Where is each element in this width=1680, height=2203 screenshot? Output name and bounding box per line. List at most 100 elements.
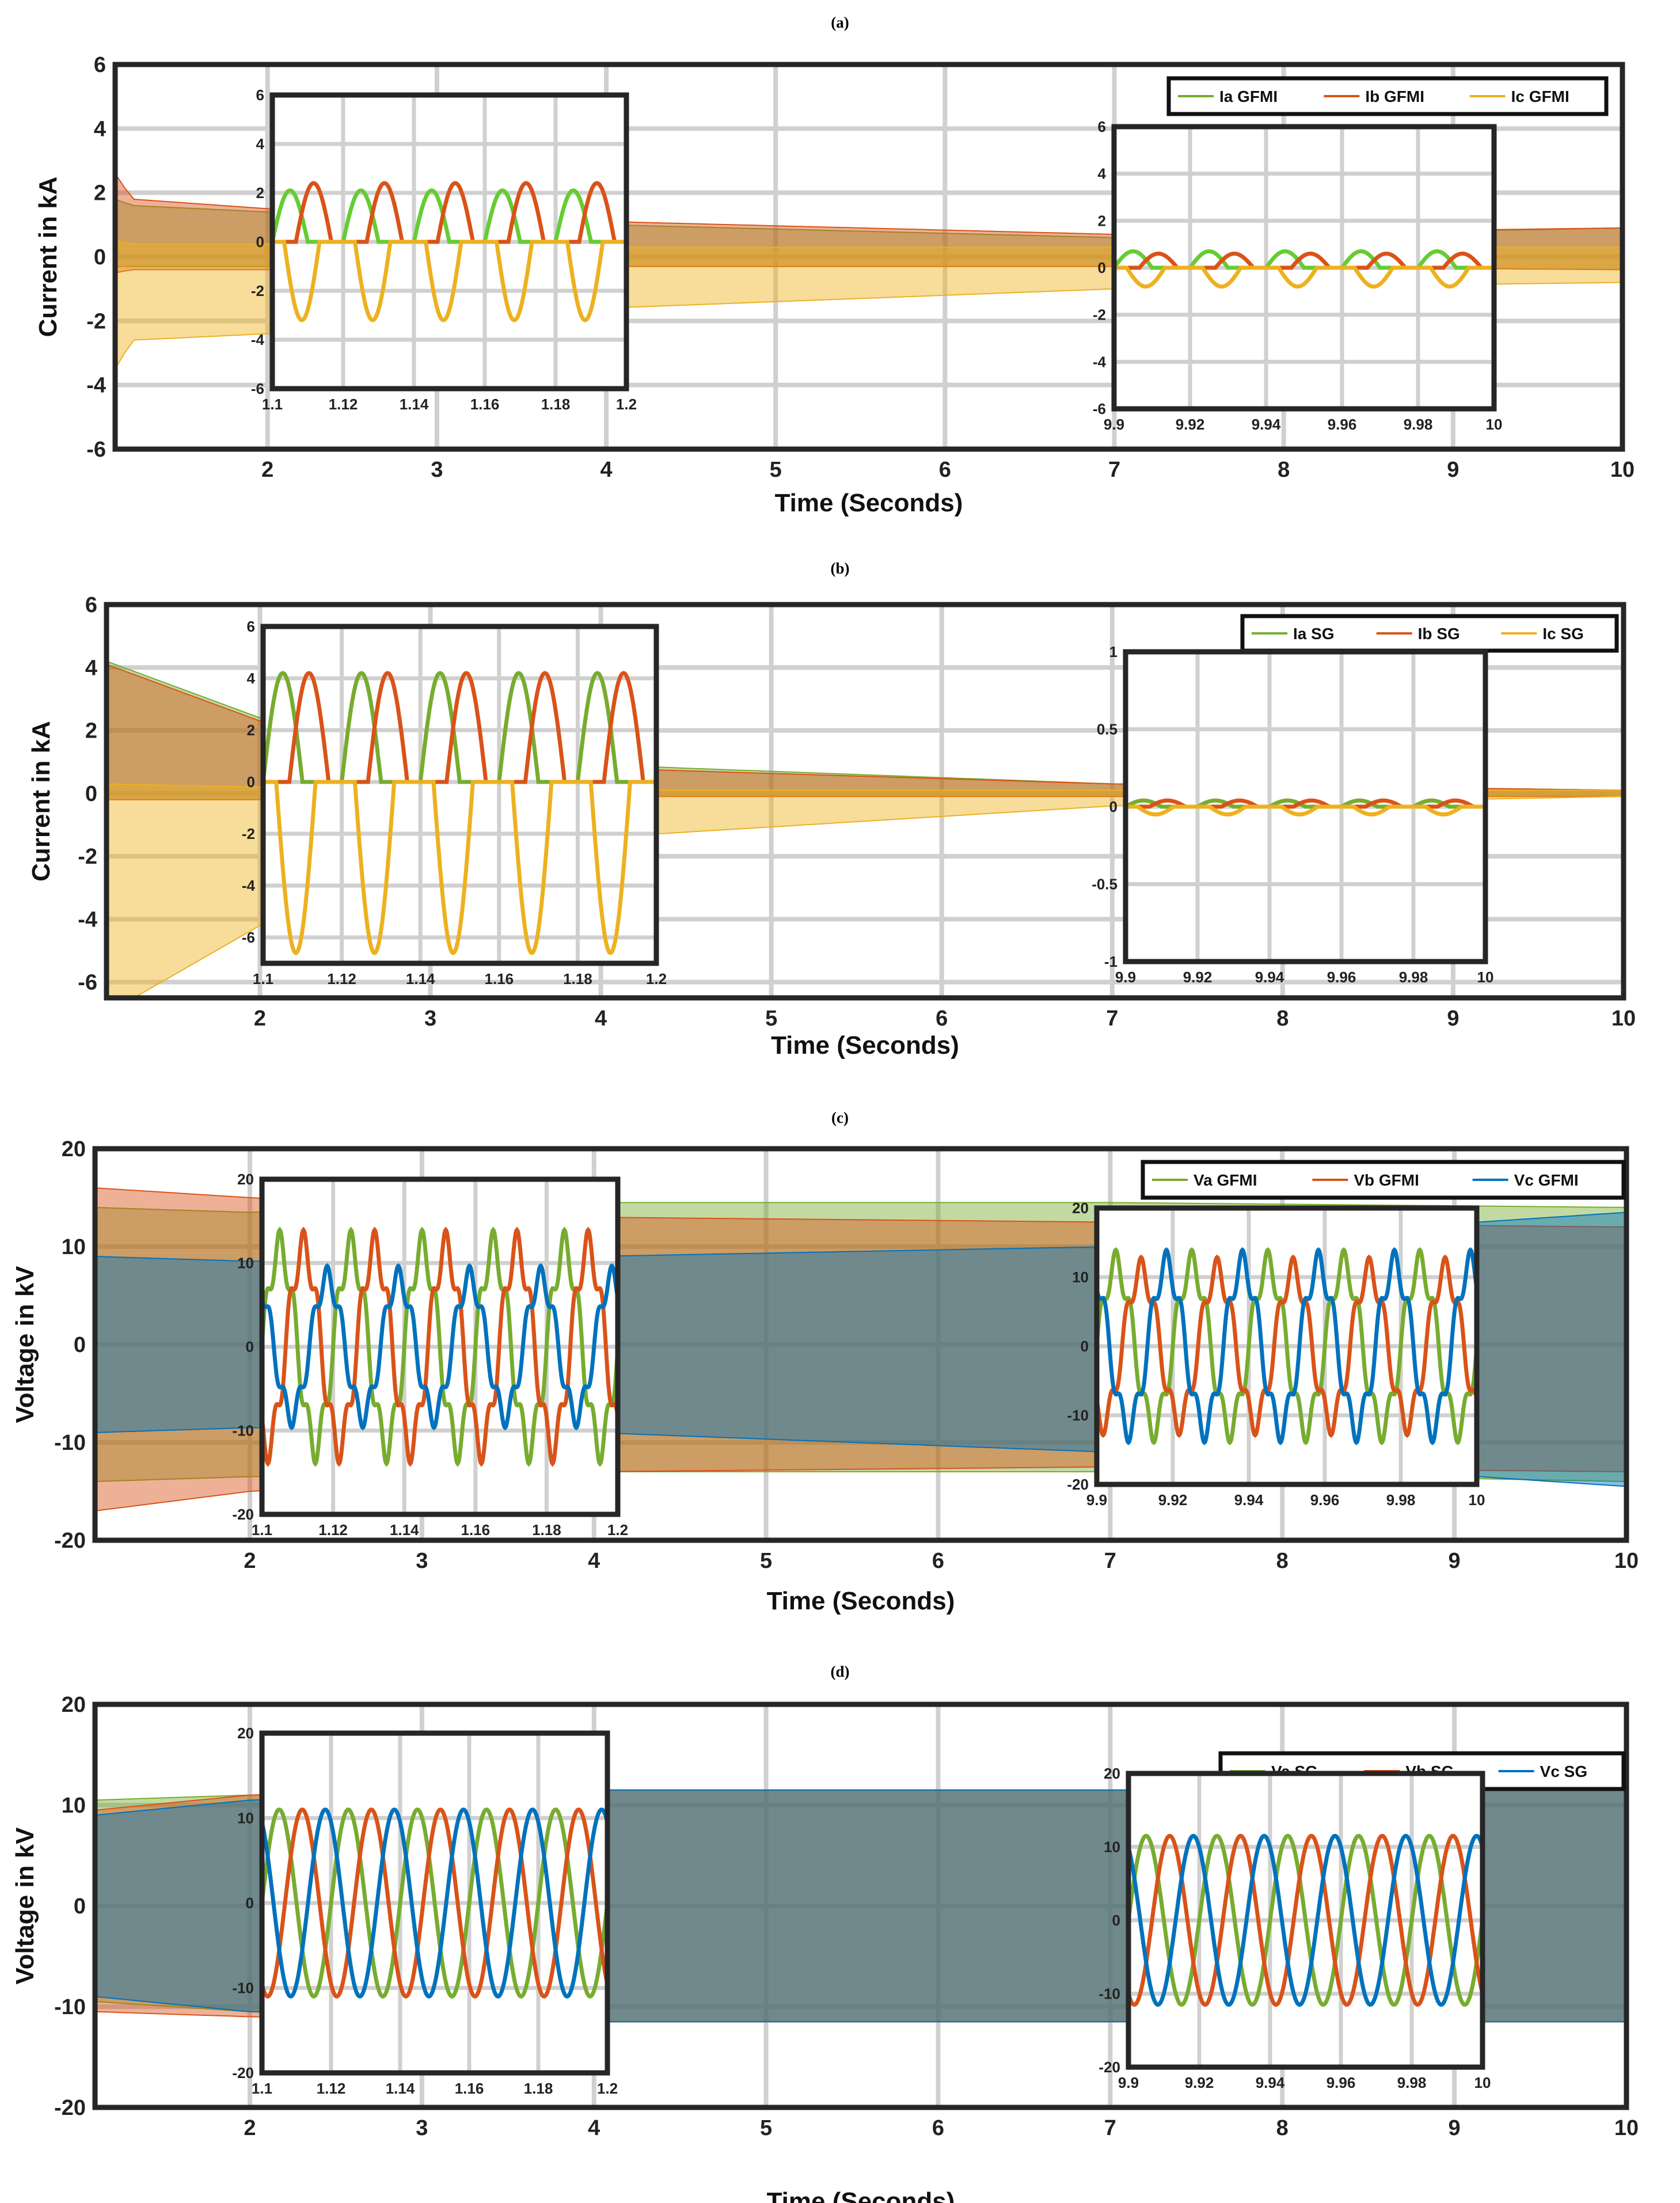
x-tick-label: 10: [1614, 1549, 1639, 1573]
inset-y-tick-label: 10: [237, 1255, 254, 1272]
x-axis-label: Time (Seconds): [775, 489, 963, 517]
inset-x-tick-label: 9.94: [1234, 1491, 1264, 1509]
inset-wave-ic-gfmi: [1114, 265, 1494, 289]
y-axis-label: Voltage in kV: [11, 1266, 39, 1423]
inset-y-tick-label: 2: [247, 721, 255, 739]
plot-frame: [112, 62, 1625, 452]
inset-y-tick-label: 0: [1098, 259, 1106, 276]
inset-1: 1.1 1.12 1.14 1.16 1.18 1.2 6 4 2 0 -2 -4 -6: [251, 86, 637, 413]
x-tick-label: 6: [939, 458, 951, 482]
inset-x-tick-label: 1.12: [317, 2080, 346, 2097]
inset-y-tick-label: 4: [247, 670, 256, 687]
inset-x-tick-label: 9.96: [1327, 968, 1356, 986]
legend-box: [1240, 614, 1619, 653]
inset-wave-ic-sg: [1126, 804, 1485, 817]
inset-y-tick-label: -6: [242, 929, 255, 946]
inset-x-tick-label: 1.18: [563, 970, 592, 987]
x-tick-label: 4: [595, 1006, 607, 1031]
inset-wave-vb-gfmi: [1097, 1254, 1477, 1438]
legend: Va GFMI Vb GFMI Vc GFMI: [1141, 1160, 1626, 1200]
x-tick-label: 7: [1106, 1006, 1118, 1031]
inset-y-tick-label: -20: [1099, 2058, 1120, 2076]
inset-wave-vc-gfmi: [1097, 1247, 1477, 1446]
inset-x-tick-label: 1.16: [461, 1521, 490, 1539]
legend-entry: Ia SG: [1293, 625, 1335, 643]
inset-y-tick-label: 2: [1098, 212, 1106, 229]
plot-frame: [92, 1701, 1629, 2110]
inset-frame: [1126, 1771, 1485, 2070]
inset-frame: [259, 1176, 621, 1517]
inset-x-tick-label: 9.98: [1386, 1491, 1416, 1509]
inset-frame: [269, 92, 629, 392]
inset-1: 1.1 1.12 1.14 1.16 1.18 1.2 20 10 0 -10 -20: [232, 1725, 618, 2097]
x-tick-label: 7: [1108, 458, 1120, 482]
legend-entry: Vc GFMI: [1514, 1171, 1579, 1189]
x-tick-label: 2: [244, 2116, 256, 2140]
inset-wave-ic-gfmi: [272, 240, 626, 322]
y-tick-label: 10: [62, 1235, 86, 1259]
x-axis-label: Time (Seconds): [771, 1031, 959, 1059]
y-axis-label: Voltage in kV: [11, 1827, 39, 1985]
inset-x-tick-label: 9.98: [1397, 2074, 1427, 2091]
inset-x-tick-label: 9.96: [1328, 416, 1357, 433]
inset-y-tick-label: 20: [1072, 1199, 1089, 1217]
x-tick-label: 5: [760, 2116, 772, 2140]
inset-y-tick-label: 10: [1072, 1268, 1089, 1286]
x-tick-label: 5: [765, 1006, 777, 1031]
inset-waveforms: [1114, 249, 1494, 289]
inset-x-tick-label: 1.12: [318, 1521, 348, 1539]
inset-x-tick-label: 9.9: [1104, 416, 1124, 433]
inset-wave-va-sg: [262, 1807, 607, 1999]
inset-x-tick-label: 9.9: [1118, 2074, 1139, 2091]
legend-box: [1141, 1160, 1626, 1200]
inset-y-tick-label: -1: [1104, 953, 1118, 970]
x-tick-label: 10: [1610, 458, 1635, 482]
inset-y-tick-label: -20: [232, 2064, 254, 2082]
y-tick-label: -20: [54, 2096, 86, 2120]
inset-y-tick-label: 6: [1098, 118, 1106, 135]
inset-waveforms: [262, 1807, 607, 1999]
y-tick-label: -10: [54, 1431, 86, 1455]
inset-y-tick-label: 10: [237, 1810, 254, 1827]
x-tick-label: 8: [1276, 2116, 1288, 2140]
y-tick-label: 2: [94, 181, 106, 206]
inset-x-tick-label: 9.92: [1158, 1491, 1188, 1509]
y-tick-label: -4: [78, 907, 97, 932]
y-tick-label: 0: [94, 245, 106, 269]
inset-wave-vc-sg: [1128, 1833, 1483, 2007]
inset-y-tick-label: -6: [251, 380, 264, 397]
panel-title: (b): [831, 560, 850, 577]
x-tick-label: 2: [254, 1006, 266, 1031]
inset-y-tick-label: 0: [1081, 1338, 1089, 1355]
legend-entry: Ic SG: [1542, 625, 1584, 643]
inset-x-tick-label: 9.9: [1115, 968, 1136, 986]
inset-wave-vb-sg: [262, 1807, 607, 1999]
inset-y-tick-label: 2: [256, 184, 264, 202]
inset-wave-va-gfmi: [1097, 1247, 1477, 1446]
x-tick-label: 4: [588, 1549, 600, 1573]
inset-y-tick-label: 4: [256, 135, 265, 153]
x-tick-label: 7: [1104, 1549, 1116, 1573]
inset-x-tick-label: 9.96: [1326, 2074, 1356, 2091]
x-tick-label: 3: [424, 1006, 436, 1031]
inset-x-tick-label: 1.14: [406, 970, 435, 987]
x-tick-label: 9: [1447, 458, 1459, 482]
inset-y-tick-label: -2: [251, 282, 264, 299]
y-tick-label: 0: [74, 1894, 86, 1919]
inset-y-tick-label: -10: [1067, 1407, 1089, 1424]
y-tick-label: 0: [74, 1333, 86, 1357]
inset-y-tick-label: -2: [242, 825, 255, 842]
legend-entry: Ia GFMI: [1219, 88, 1278, 105]
inset-x-tick-label: 1.2: [597, 2080, 618, 2097]
x-tick-label: 2: [244, 1549, 256, 1573]
panel-title: (c): [831, 1109, 849, 1126]
plot-frame: [92, 1146, 1629, 1543]
legend: Ia SG Ib SG Ic SG: [1240, 614, 1619, 653]
y-tick-label: -6: [78, 971, 97, 995]
y-tick-label: 6: [85, 593, 97, 617]
inset-x-tick-label: 9.98: [1404, 416, 1433, 433]
legend-entry: Ib GFMI: [1365, 88, 1424, 105]
inset-wave-va-gfmi: [262, 1226, 618, 1467]
inset-y-tick-label: -20: [232, 1506, 254, 1523]
legend-entry: Ib SG: [1418, 625, 1460, 643]
